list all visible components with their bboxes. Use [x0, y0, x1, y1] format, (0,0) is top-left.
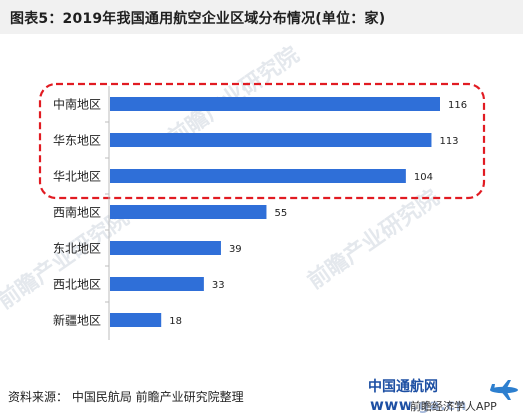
- highlight-box: [38, 82, 486, 200]
- footer-logo: 中国通航网 www.ga.cn 前瞻经济学人APP: [364, 376, 523, 418]
- title-bar: 图表5：2019年我国通用航空企业区域分布情况(单位：家): [0, 0, 523, 34]
- bar: [110, 313, 162, 327]
- bar: [110, 277, 204, 291]
- bar: [110, 241, 221, 255]
- bar: [110, 97, 440, 111]
- footer-app-text: 前瞻经济学人APP: [410, 398, 497, 414]
- category-label: 华北地区: [53, 170, 101, 184]
- bar: [110, 133, 432, 147]
- bar-chart: 中南地区 116 华东地区 113 华北地区 104 西南地区 55 东北地区 39 西北地区 33 新…: [38, 82, 486, 340]
- bar: [110, 169, 406, 183]
- chart-title: 图表5：2019年我国通用航空企业区域分布情况(单位：家): [10, 11, 386, 27]
- category-label: 西南地区: [53, 205, 101, 220]
- chart-area: 前瞻产业研究院 前瞻产业研究院 前瞻产业研究院 中南地区 116 华东地区 113 华北…: [0, 34, 523, 374]
- source-note: 资料来源： 中国民航局 前瞻产业研究院整理: [8, 390, 244, 404]
- value-label: 33: [212, 280, 225, 291]
- category-label: 中南地区: [53, 97, 101, 112]
- category-label: 新疆地区: [53, 313, 101, 328]
- category-label: 西北地区: [53, 278, 101, 292]
- plane-icon: [490, 380, 518, 400]
- category-label: 华东地区: [53, 134, 101, 148]
- footer-logo-text: 中国通航网: [368, 379, 438, 395]
- value-label: 39: [229, 244, 242, 255]
- value-label: 104: [414, 172, 433, 183]
- value-label: 113: [439, 136, 458, 147]
- bar: [110, 205, 267, 219]
- value-label: 18: [169, 316, 182, 327]
- value-label: 55: [274, 208, 287, 219]
- category-label: 东北地区: [53, 242, 101, 256]
- value-label: 116: [448, 100, 467, 111]
